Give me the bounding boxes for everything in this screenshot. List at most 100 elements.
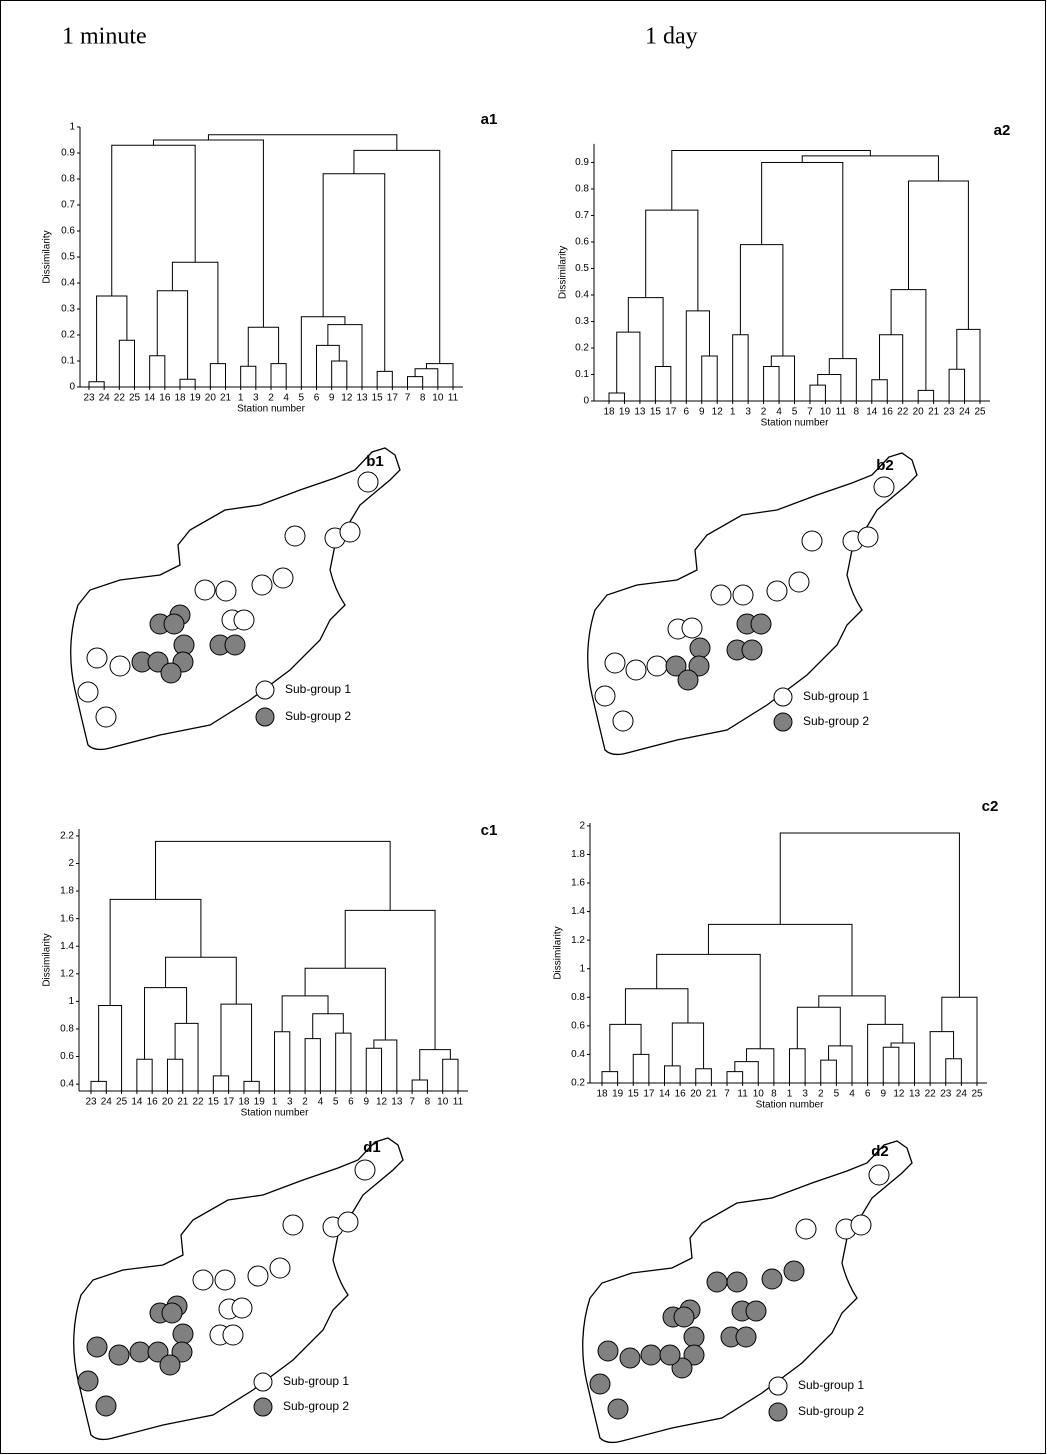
leaf-label: 12	[712, 407, 724, 418]
y-axis-title: Dissimilarity	[553, 926, 564, 979]
merge-link	[240, 365, 257, 387]
panel-label: d2	[871, 1143, 889, 1160]
leaf-label: 16	[882, 407, 894, 418]
merge-link	[867, 1023, 904, 1083]
legend-label: Sub-group 2	[283, 1399, 349, 1413]
station	[604, 652, 626, 674]
station	[86, 647, 108, 669]
y-tick-label: 0.4	[571, 1049, 585, 1060]
y-tick-label: 1	[579, 963, 585, 974]
merge-link	[442, 1058, 459, 1091]
leaf-label: 7	[724, 1089, 730, 1100]
station	[77, 681, 99, 703]
legend-swatch	[253, 1372, 273, 1392]
station	[215, 580, 237, 602]
merge-link	[425, 363, 454, 387]
leaf-label: 17	[387, 393, 399, 404]
station	[95, 1395, 117, 1417]
station	[269, 1257, 291, 1279]
leaf-label: 16	[147, 1097, 159, 1108]
merge-link	[820, 1059, 837, 1083]
leaf-label: 5	[792, 407, 798, 418]
leaf-label: 22	[192, 1097, 204, 1108]
merge-link	[929, 1031, 955, 1083]
leaf-label: 8	[854, 407, 860, 418]
leaf-label: 11	[453, 1097, 464, 1108]
merge-link	[212, 1075, 230, 1091]
merge-link	[601, 1071, 619, 1083]
station	[109, 655, 131, 677]
merge-link	[656, 953, 761, 1049]
leaf-label: 8	[425, 1097, 431, 1108]
station	[272, 567, 294, 589]
y-tick-label: 0.2	[571, 1078, 585, 1089]
legend-label: Sub-group 2	[798, 1404, 864, 1418]
station	[646, 655, 668, 677]
legend-swatch	[255, 707, 275, 727]
leaf-label: 9	[880, 1089, 886, 1100]
merge-link	[871, 379, 888, 401]
map-outline	[582, 1140, 913, 1444]
leaf-label: 19	[254, 1097, 266, 1108]
y-tick-label: 0.7	[61, 200, 75, 211]
x-axis-title: Station number	[756, 1100, 824, 1111]
merge-link	[734, 1061, 759, 1083]
leaf-label: 10	[820, 407, 832, 418]
leaf-label: 3	[802, 1089, 808, 1100]
y-tick-label: 2	[579, 820, 585, 831]
station	[710, 584, 732, 606]
merge-link	[376, 370, 393, 387]
merge-link	[789, 1048, 806, 1083]
merge-link	[411, 1079, 428, 1091]
merge-link	[96, 295, 128, 382]
leaf-label: 4	[283, 393, 289, 404]
leaf-label: 12	[376, 1097, 388, 1108]
leaf-label: 20	[913, 407, 925, 418]
station	[194, 579, 216, 601]
y-tick-label: 0.6	[575, 237, 589, 248]
y-tick-label: 1.4	[571, 906, 585, 917]
leaf-label: 1	[272, 1097, 278, 1108]
merge-link	[407, 376, 424, 387]
merge-link	[304, 1038, 321, 1091]
leaf-label: 1	[787, 1089, 793, 1100]
leaf-label: 1	[730, 407, 736, 418]
leaf-label: 22	[114, 393, 126, 404]
leaf-label: 24	[956, 1089, 968, 1100]
y-tick-label: 0.9	[575, 157, 589, 168]
y-tick-label: 2.2	[60, 831, 74, 842]
y-tick-label: 0.5	[61, 252, 75, 263]
station	[282, 1214, 304, 1236]
station	[850, 1214, 872, 1236]
station	[750, 613, 772, 635]
leaf-label: 10	[432, 393, 444, 404]
station	[172, 1323, 194, 1345]
station	[625, 659, 647, 681]
merge-link	[274, 1031, 291, 1091]
merge-link	[917, 389, 935, 401]
leaf-label: 6	[314, 393, 320, 404]
leaf-label: 7	[807, 407, 813, 418]
merge-link	[207, 134, 398, 151]
merge-link	[304, 967, 386, 1040]
y-tick-label: 0.7	[575, 210, 589, 221]
x-axis-title: Station number	[237, 404, 305, 415]
merge-link	[770, 355, 795, 401]
station	[247, 1265, 269, 1287]
merge-link	[801, 155, 939, 182]
leaf-label: 17	[665, 407, 677, 418]
station	[732, 584, 754, 606]
station	[354, 1159, 376, 1181]
station	[706, 1271, 728, 1293]
merge-link	[281, 995, 329, 1032]
y-tick-label: 1.2	[571, 935, 585, 946]
y-tick-label: 1	[69, 122, 75, 133]
leaf-label: 21	[220, 393, 232, 404]
station	[659, 1344, 681, 1366]
merge-link	[209, 363, 226, 387]
station	[683, 1344, 705, 1366]
merge-link	[726, 1071, 744, 1083]
station	[337, 1211, 359, 1233]
merge-link	[828, 1045, 853, 1083]
